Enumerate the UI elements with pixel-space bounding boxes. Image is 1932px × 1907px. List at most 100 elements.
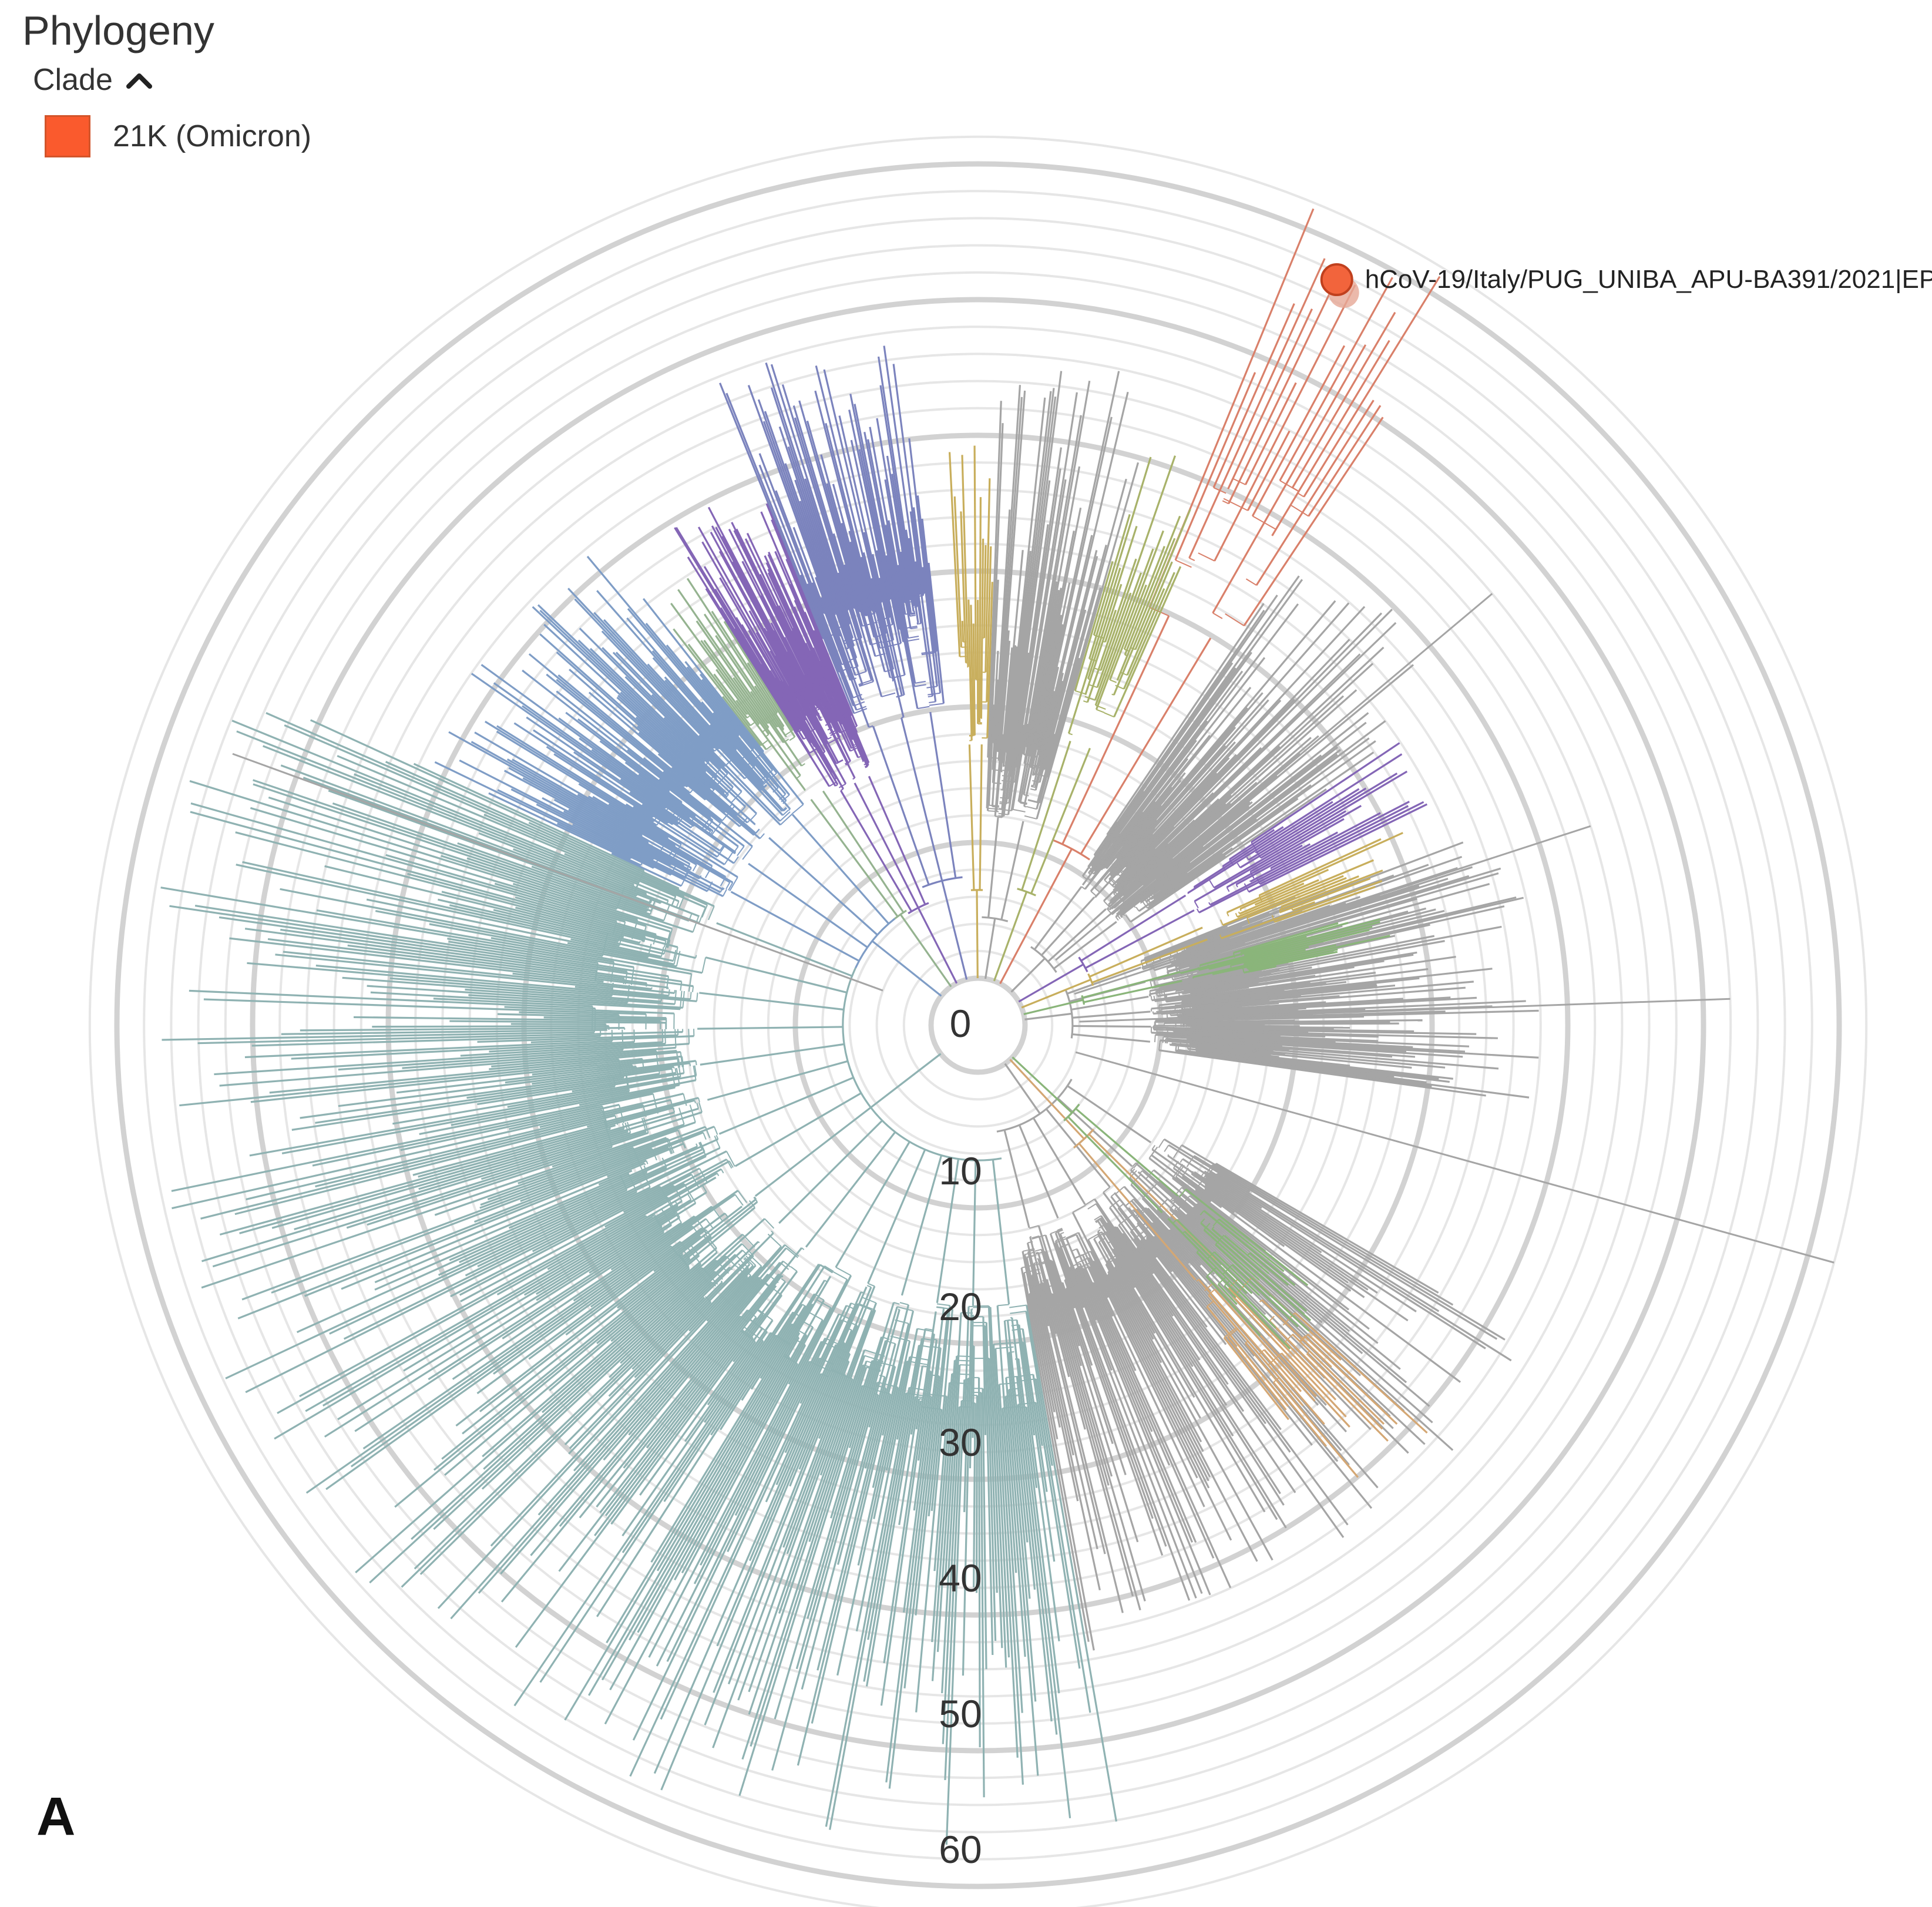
legend-item[interactable]: 21K (Omicron): [45, 115, 311, 157]
branch-tip: [1087, 526, 1138, 679]
branch-tip: [945, 1379, 966, 1845]
branch-connector: [1118, 1214, 1133, 1226]
branch-connector: [1171, 975, 1174, 980]
branch-tip: [1173, 1030, 1326, 1038]
branch-tip: [992, 650, 999, 743]
branch-tip: [253, 779, 651, 915]
branch-connector: [1066, 1234, 1077, 1240]
branch-tip: [1025, 380, 1091, 747]
branch-connector: [1207, 1251, 1215, 1260]
branch-connector: [1151, 963, 1155, 971]
branch-trunk: [1024, 1012, 1072, 1020]
branch-tip: [169, 905, 682, 983]
branch-connector: [899, 1302, 909, 1305]
branch-tip: [1106, 1222, 1228, 1406]
legend-toggle[interactable]: Clade: [33, 62, 153, 98]
distance-ring: [414, 461, 1542, 1589]
branch-connector: [868, 1282, 875, 1287]
branch-connector: [928, 695, 933, 697]
branch-tip: [646, 1275, 783, 1449]
branch-tip: [579, 627, 721, 770]
branch-tip: [179, 1057, 643, 1107]
branch-tip: [1069, 1267, 1197, 1599]
branch-tip: [225, 1189, 627, 1379]
branch-connector: [626, 1122, 631, 1133]
distance-ring: [278, 325, 1678, 1725]
branch-tip: [873, 1361, 908, 1519]
branch-connector: [701, 1227, 707, 1234]
branch-tip: [1109, 602, 1350, 875]
branch-connector: [1024, 815, 1037, 820]
branch-tip: [1217, 1283, 1238, 1305]
branch-tip: [291, 1040, 635, 1060]
branch-connector: [812, 1303, 814, 1306]
branch-tip: [1038, 391, 1129, 767]
branch-connector: [830, 731, 839, 736]
branch-tip: [706, 1276, 748, 1322]
branch-internal: [839, 790, 913, 912]
branch-connector: [819, 717, 822, 719]
branch-tip: [671, 767, 726, 813]
branch-connector: [861, 1291, 864, 1294]
branch-connector: [1207, 964, 1210, 969]
branch-connector: [1070, 1263, 1077, 1268]
branch-tip: [481, 664, 711, 832]
branch-tip: [1244, 382, 1297, 485]
branch-connector: [692, 864, 697, 872]
branch-tip: [885, 1307, 945, 1782]
branch-tip: [325, 1218, 707, 1490]
branch-connector: [641, 926, 647, 942]
branch-tip: [891, 474, 915, 612]
branch-connector: [723, 787, 734, 798]
branch-tip: [1115, 1226, 1245, 1412]
branch-tip: [1244, 949, 1306, 965]
branch-connector: [1247, 966, 1249, 971]
branch-connector: [680, 1052, 683, 1067]
branch-tip: [1007, 388, 1055, 771]
branch-connector: [767, 1274, 779, 1284]
branch-tip: [305, 1193, 736, 1494]
branch-tip: [1308, 405, 1382, 517]
branch-internal: [805, 1131, 896, 1248]
branch-connector: [1207, 1300, 1214, 1307]
branch-tip: [556, 679, 688, 788]
branch-tip: [1002, 1408, 1023, 1713]
branch-connector: [1222, 500, 1229, 505]
branch-tip: [567, 587, 720, 750]
branch-tip: [609, 1334, 808, 1691]
branch-connector: [692, 1226, 702, 1238]
branch-tip: [1112, 832, 1121, 844]
branch-tip: [621, 1201, 758, 1311]
branch-internal: [700, 1043, 845, 1066]
branch-connector: [889, 669, 893, 671]
branch-connector: [1059, 1243, 1069, 1248]
branch-tip: [712, 1302, 878, 1748]
branch-tip: [577, 718, 745, 847]
branch-tip: [250, 807, 647, 927]
branch-connector: [720, 877, 727, 887]
branch-tip: [481, 1132, 631, 1180]
branch-tip: [573, 1275, 752, 1472]
branch-tip: [648, 1307, 832, 1658]
branch-tip: [253, 783, 664, 922]
branch-connector: [1306, 1350, 1310, 1354]
branch-tip: [1192, 944, 1336, 978]
branch-tip: [312, 1093, 654, 1167]
branch-tip: [1046, 587, 1102, 777]
branch-tip: [1007, 447, 1062, 815]
branch-connector: [781, 726, 784, 728]
branch-tip: [747, 385, 862, 700]
branch-connector: [858, 756, 861, 758]
branch-tip: [1147, 751, 1375, 909]
branch-connector: [748, 1200, 755, 1208]
branch-tip: [1181, 1176, 1461, 1383]
branch-connector: [688, 973, 693, 992]
branch-tip: [858, 449, 892, 600]
branch-tip: [651, 650, 791, 810]
branch-tip: [460, 1042, 666, 1057]
branch-tip: [608, 803, 713, 867]
branch-tip: [1116, 609, 1393, 887]
branch-tip: [969, 1314, 974, 1469]
branch-connector: [681, 1056, 684, 1067]
